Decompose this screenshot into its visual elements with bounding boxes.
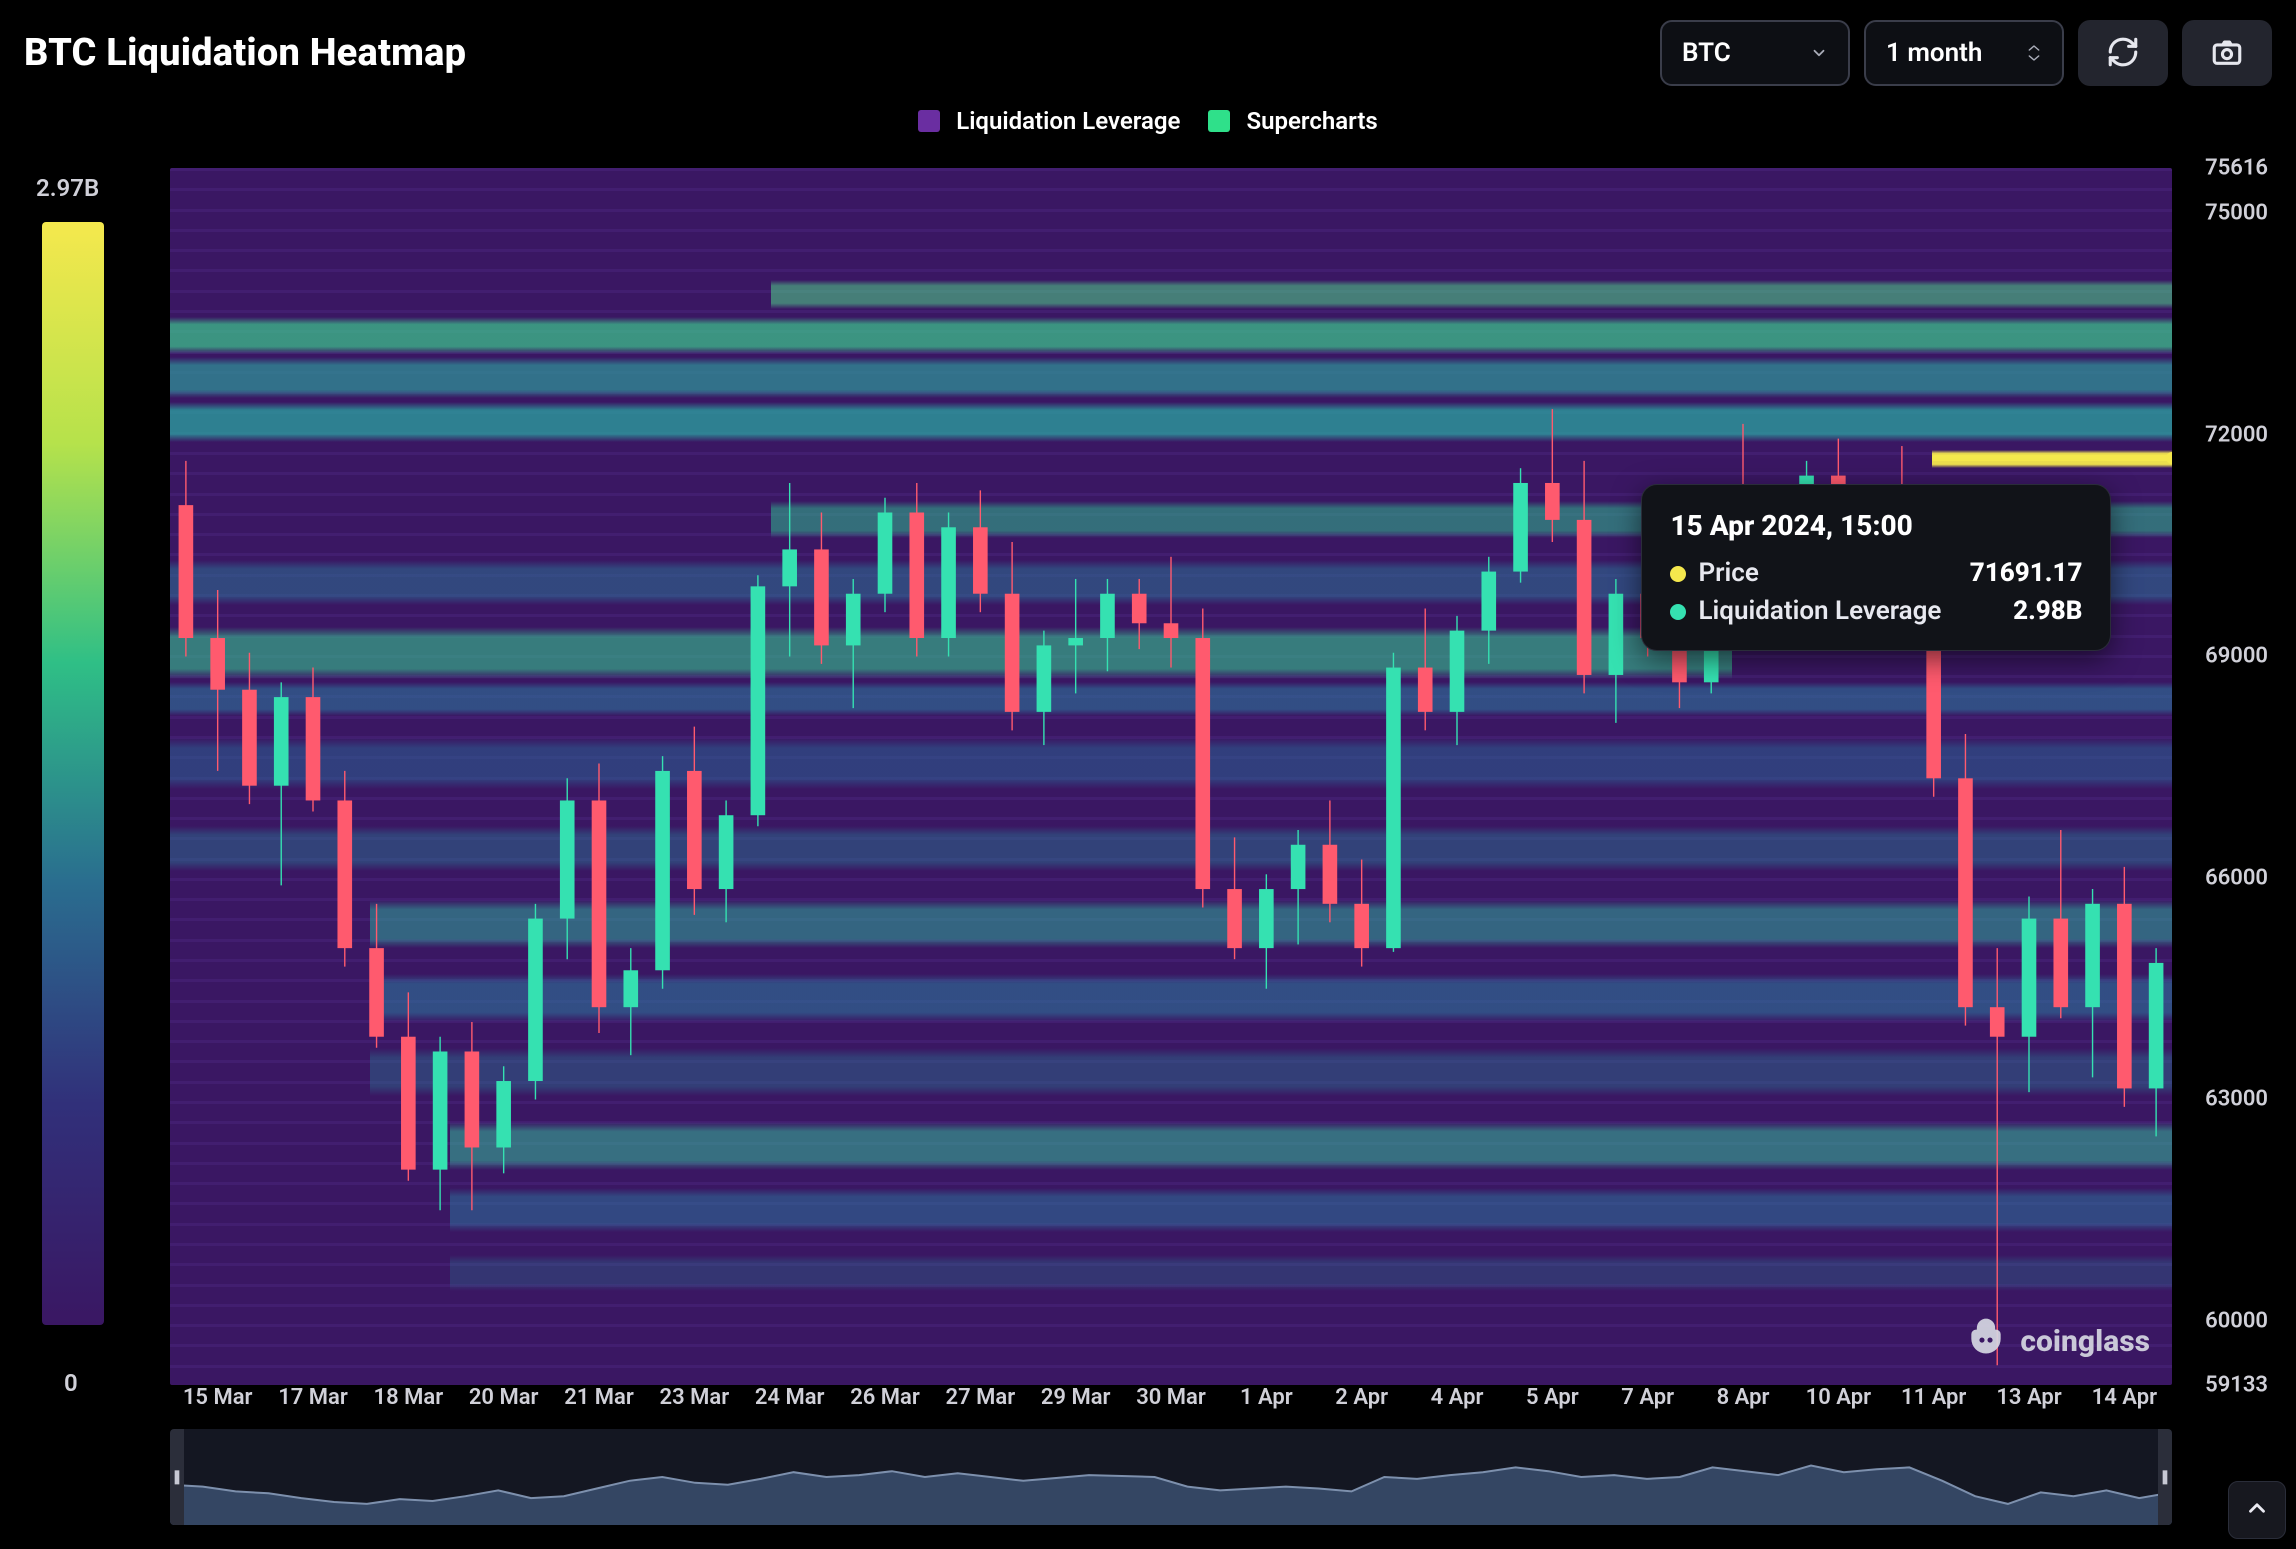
refresh-icon xyxy=(2106,35,2140,72)
tooltip-label: Price xyxy=(1698,558,1758,588)
x-tick-label: 23 Mar xyxy=(660,1385,730,1410)
candlestick-layer xyxy=(170,168,2172,1385)
x-tick-label: 17 Mar xyxy=(278,1385,348,1410)
x-tick-label: 26 Mar xyxy=(850,1385,920,1410)
x-tick-label: 2 Apr xyxy=(1335,1385,1388,1410)
screenshot-button[interactable] xyxy=(2182,20,2272,86)
tooltip-label: Liquidation Leverage xyxy=(1698,596,1941,626)
x-tick-label: 8 Apr xyxy=(1717,1385,1770,1410)
x-tick-label: 27 Mar xyxy=(946,1385,1016,1410)
legend-swatch xyxy=(1208,110,1230,132)
tooltip-dot xyxy=(1670,566,1686,582)
x-tick-label: 21 Mar xyxy=(564,1385,634,1410)
logo-icon xyxy=(1964,1315,2008,1367)
colorbar-min-label: 0 xyxy=(64,1369,78,1397)
legend-label: Liquidation Leverage xyxy=(956,107,1180,135)
y-tick-label: 63000 xyxy=(2205,1087,2268,1112)
scroll-top-button[interactable] xyxy=(2228,1481,2286,1539)
chevron-up-icon xyxy=(2244,1495,2270,1525)
x-tick-label: 15 Mar xyxy=(183,1385,253,1410)
range-handle-left[interactable]: ❚ xyxy=(170,1429,184,1525)
header-controls: BTC 1 month xyxy=(1660,20,2272,86)
y-tick-label: 69000 xyxy=(2205,644,2268,669)
chevron-down-icon xyxy=(1810,44,1828,62)
range-handle-right[interactable]: ❚ xyxy=(2158,1429,2172,1525)
tooltip-value: 71691.17 xyxy=(1970,558,2083,588)
header: BTC Liquidation Heatmap BTC 1 month xyxy=(24,16,2272,90)
watermark: coinglass xyxy=(1964,1315,2150,1367)
x-tick-label: 5 Apr xyxy=(1526,1385,1579,1410)
tooltip-value: 2.98B xyxy=(2013,596,2082,626)
range-select-value: 1 month xyxy=(1886,38,1982,68)
x-tick-label: 13 Apr xyxy=(1996,1385,2061,1410)
legend-item[interactable]: Liquidation Leverage xyxy=(918,107,1180,135)
app-root: BTC Liquidation Heatmap BTC 1 month xyxy=(0,0,2296,1549)
camera-icon xyxy=(2210,35,2244,72)
legend-swatch xyxy=(918,110,940,132)
x-tick-label: 10 Apr xyxy=(1806,1385,1871,1410)
y-axis-labels: 7561675000720006900066000630006000059133 xyxy=(2180,168,2272,1385)
tooltip-row: Liquidation Leverage 2.98B xyxy=(1670,596,2082,626)
x-tick-label: 4 Apr xyxy=(1431,1385,1484,1410)
x-tick-label: 14 Apr xyxy=(2092,1385,2157,1410)
tooltip-dot xyxy=(1670,604,1686,620)
colorbar-gradient xyxy=(42,222,104,1325)
x-tick-label: 7 Apr xyxy=(1621,1385,1674,1410)
coin-select[interactable]: BTC xyxy=(1660,20,1850,86)
y-tick-label: 59133 xyxy=(2205,1373,2268,1398)
price-marker-line xyxy=(1932,455,2172,461)
x-tick-label: 30 Mar xyxy=(1136,1385,1206,1410)
y-tick-label: 66000 xyxy=(2205,865,2268,890)
y-tick-label: 72000 xyxy=(2205,422,2268,447)
colorbar-max-label: 2.97B xyxy=(36,174,99,202)
tooltip-title: 15 Apr 2024, 15:00 xyxy=(1670,509,2082,542)
x-tick-label: 11 Apr xyxy=(1901,1385,1966,1410)
colorbar: 2.97B 0 xyxy=(24,168,134,1525)
refresh-button[interactable] xyxy=(2078,20,2168,86)
range-select[interactable]: 1 month xyxy=(1864,20,2064,86)
page-title: BTC Liquidation Heatmap xyxy=(24,31,466,75)
x-tick-label: 18 Mar xyxy=(374,1385,444,1410)
tooltip-row: Price 71691.17 xyxy=(1670,558,2082,588)
x-tick-label: 1 Apr xyxy=(1240,1385,1293,1410)
tooltip: 15 Apr 2024, 15:00 Price 71691.17 Liquid… xyxy=(1641,484,2111,651)
legend-item[interactable]: Supercharts xyxy=(1208,107,1377,135)
legend-label: Supercharts xyxy=(1246,107,1377,135)
watermark-text: coinglass xyxy=(2020,1324,2150,1359)
y-tick-label: 60000 xyxy=(2205,1308,2268,1333)
x-tick-label: 29 Mar xyxy=(1041,1385,1111,1410)
stepper-icon xyxy=(2026,43,2042,63)
y-tick-label: 75616 xyxy=(2205,156,2268,181)
chart-legend: Liquidation Leverage Supercharts xyxy=(24,98,2272,144)
coin-select-value: BTC xyxy=(1682,38,1731,68)
plot-area[interactable]: 15 Apr 2024, 15:00 Price 71691.17 Liquid… xyxy=(170,168,2172,1385)
x-tick-label: 20 Mar xyxy=(469,1385,539,1410)
range-slider[interactable]: ❚ ❚ xyxy=(170,1429,2172,1525)
x-tick-label: 24 Mar xyxy=(755,1385,825,1410)
y-tick-label: 75000 xyxy=(2205,201,2268,226)
chart: 2.97B 0 15 Apr 2024, 15:00 Price 71691.1… xyxy=(24,168,2272,1525)
price-marker-dot xyxy=(2166,452,2172,464)
x-axis-labels: 15 Mar 17 Mar 18 Mar 20 Mar 21 Mar 23 Mar 24 M… xyxy=(170,1385,2172,1415)
